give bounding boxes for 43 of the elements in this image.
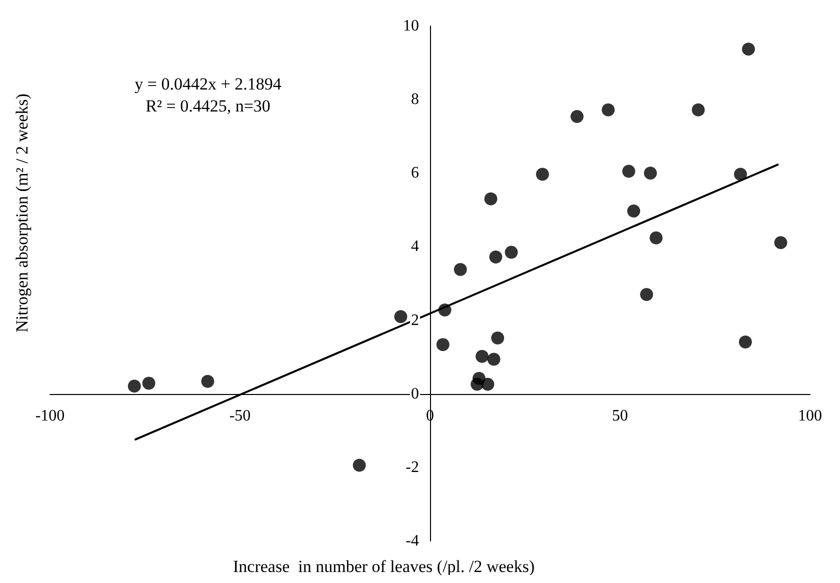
x-tick-label: -100 bbox=[35, 407, 65, 424]
point bbox=[650, 231, 663, 244]
point bbox=[774, 236, 788, 250]
y-tick-label: 2 bbox=[411, 312, 419, 329]
point bbox=[491, 331, 504, 344]
point bbox=[142, 376, 156, 390]
y-tick-label: 6 bbox=[411, 164, 419, 182]
annotation: y = 0.0442x + 2.1894 bbox=[134, 74, 282, 94]
y-tick-label: -4 bbox=[406, 532, 419, 550]
x-tick-label: 50 bbox=[612, 407, 628, 424]
point bbox=[536, 168, 549, 181]
point bbox=[487, 352, 500, 366]
point bbox=[640, 288, 654, 302]
point bbox=[570, 110, 584, 123]
y-tick-label: 10 bbox=[403, 18, 419, 34]
y-tick-label: 4 bbox=[411, 238, 419, 256]
y-tick-label: 0 bbox=[411, 385, 419, 402]
point bbox=[484, 192, 498, 206]
point bbox=[352, 458, 366, 472]
point bbox=[476, 350, 489, 363]
point bbox=[742, 42, 755, 56]
point bbox=[622, 164, 636, 178]
x-tick-label: 100 bbox=[798, 407, 822, 424]
point bbox=[738, 335, 752, 348]
point bbox=[470, 378, 484, 391]
point bbox=[394, 310, 408, 324]
point bbox=[692, 103, 705, 116]
point bbox=[627, 204, 640, 218]
point bbox=[504, 246, 518, 259]
x-tick-label: -50 bbox=[229, 407, 251, 424]
point bbox=[734, 168, 747, 181]
point bbox=[481, 378, 494, 391]
point bbox=[489, 250, 502, 264]
annotation: R² = 0.4425, n=30 bbox=[146, 96, 270, 116]
point bbox=[644, 166, 657, 180]
point bbox=[436, 338, 450, 352]
point bbox=[128, 380, 141, 393]
y-axis-title: Nitrogen absorption (m² / 2 weeks) bbox=[12, 94, 32, 332]
y-tick-label: 8 bbox=[411, 91, 419, 108]
point bbox=[602, 103, 615, 116]
point bbox=[201, 374, 214, 388]
point bbox=[454, 263, 467, 276]
y-tick-label: -2 bbox=[406, 458, 419, 476]
